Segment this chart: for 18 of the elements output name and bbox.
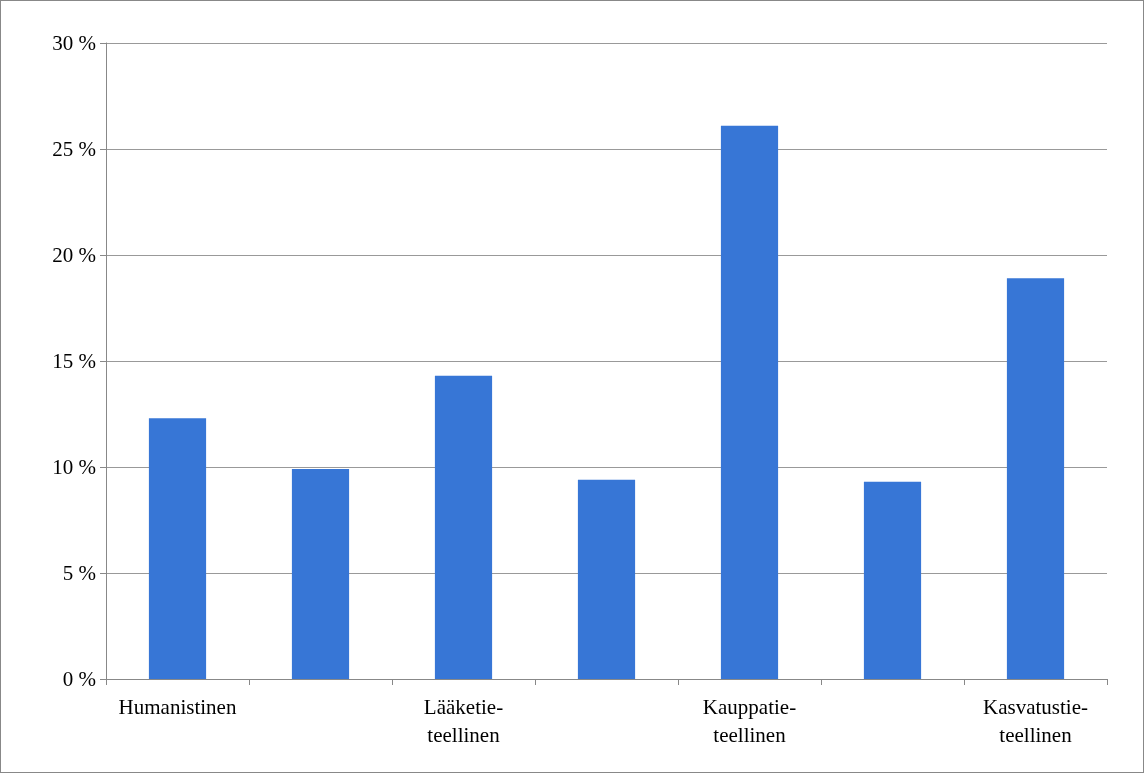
- y-tick-label: 5 %: [62, 561, 96, 585]
- y-tick-label: 20 %: [52, 243, 96, 267]
- bar: [1006, 278, 1065, 679]
- y-tick-label: 0 %: [62, 667, 96, 691]
- x-tick-label: Lääketie- teellinen: [423, 695, 504, 747]
- y-tick-label: 25 %: [52, 137, 96, 161]
- bar: [720, 125, 779, 679]
- y-tick-label: 15 %: [52, 349, 96, 373]
- bar: [863, 481, 922, 679]
- y-tick-label: 10 %: [52, 455, 96, 479]
- bar: [577, 479, 636, 679]
- bar: [434, 375, 493, 679]
- x-tick-label: Kasvatustie- teellinen: [983, 695, 1088, 747]
- x-tick-label: Kauppatie- teellinen: [702, 695, 797, 747]
- bar: [291, 469, 350, 679]
- x-tick-label: Humanistinen: [118, 695, 237, 719]
- y-tick-label: 30 %: [52, 31, 96, 55]
- bar: [148, 418, 207, 679]
